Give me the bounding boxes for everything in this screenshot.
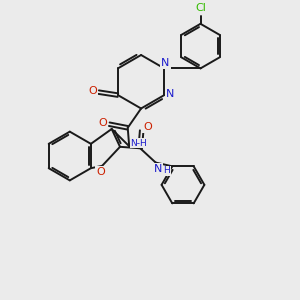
Text: O: O <box>96 167 105 177</box>
Text: N: N <box>154 164 162 174</box>
Text: O: O <box>88 86 97 96</box>
Text: N: N <box>161 58 170 68</box>
Text: O: O <box>143 122 152 133</box>
Text: O: O <box>98 118 107 128</box>
Text: H: H <box>164 167 170 176</box>
Text: N-H: N-H <box>130 139 147 148</box>
Text: N: N <box>166 88 174 99</box>
Text: Cl: Cl <box>195 3 206 13</box>
